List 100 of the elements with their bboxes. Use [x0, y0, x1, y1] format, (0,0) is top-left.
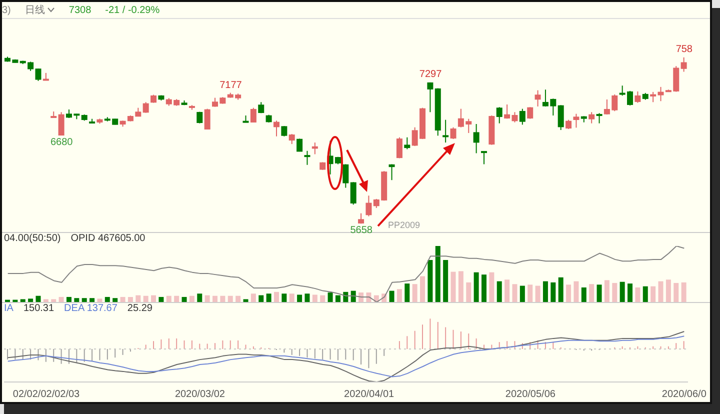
bar [335, 295, 340, 302]
bar [604, 280, 610, 302]
text: 25.29 [127, 303, 152, 314]
bar [58, 296, 64, 302]
candlestick [350, 182, 356, 206]
bar [535, 286, 540, 302]
x-tick-label: 2020/04/01 [344, 389, 395, 400]
bar [304, 294, 310, 302]
bar [104, 296, 110, 302]
bar [474, 272, 479, 302]
annotation: 7177 [218, 80, 243, 91]
bar [28, 298, 34, 302]
candlestick [304, 150, 310, 166]
candlestick [427, 82, 434, 113]
bar [258, 295, 264, 302]
bar [404, 284, 410, 302]
x-tick-label: 2020/05/06 [505, 389, 556, 400]
bar [250, 294, 256, 302]
bar [312, 294, 318, 302]
bar [466, 282, 472, 302]
bar [528, 284, 533, 302]
candlestick [527, 106, 534, 120]
candlestick [634, 90, 641, 104]
bar [674, 282, 679, 302]
candlestick [288, 134, 295, 145]
bar [612, 282, 618, 302]
candlestick [250, 107, 256, 123]
text: DEA 137.67 [64, 303, 118, 314]
annotation: 5658 [349, 224, 374, 236]
bar [481, 274, 486, 302]
bar [550, 282, 556, 302]
x-tick-label: 2020/06/0 [662, 389, 707, 400]
bar [289, 294, 294, 302]
bar [496, 281, 502, 302]
bar [542, 281, 548, 302]
bar [443, 260, 448, 302]
candlestick [388, 164, 395, 181]
bar [236, 296, 241, 302]
text: 04.00(50:50) [4, 233, 61, 244]
bar [420, 276, 426, 302]
annotation: PP2009 [388, 220, 420, 230]
bar [389, 290, 394, 302]
bar [136, 295, 141, 302]
bar [458, 271, 464, 302]
bar [681, 282, 686, 302]
bar [450, 272, 456, 302]
bar [566, 284, 572, 302]
text: 日线 [24, 4, 45, 17]
bar [228, 296, 233, 302]
bar [504, 280, 510, 302]
bar [628, 284, 633, 302]
bar [158, 296, 164, 302]
text: -21 / -0.29% [105, 4, 160, 16]
bar [182, 296, 187, 302]
bar [589, 284, 594, 302]
candlestick [496, 106, 502, 124]
bar [74, 298, 80, 302]
bar [328, 292, 333, 302]
bar [581, 287, 586, 302]
bar [82, 298, 87, 302]
candlestick [450, 126, 456, 140]
bar [320, 295, 326, 302]
candlestick [342, 164, 349, 188]
bar [266, 294, 272, 302]
bar [435, 246, 440, 302]
annotation: 758 [674, 44, 694, 56]
bar [43, 299, 48, 302]
text: 3) [2, 4, 11, 16]
bar [120, 296, 126, 302]
bar [90, 298, 95, 302]
bar [112, 298, 118, 302]
bar [642, 286, 648, 302]
bar [212, 296, 218, 302]
bar [396, 289, 402, 302]
bar [143, 296, 148, 302]
bar [558, 277, 564, 302]
candlestick [296, 138, 303, 152]
candlestick [281, 126, 288, 137]
candlestick [404, 136, 410, 150]
text: IA [4, 303, 14, 314]
bar [204, 295, 210, 302]
candlestick [396, 136, 402, 159]
x-tick-label: 2020/03/02 [174, 389, 226, 400]
bar [297, 294, 302, 302]
candlestick [442, 119, 449, 144]
bar [650, 286, 656, 302]
candlestick [680, 56, 687, 72]
annotation: 6680 [50, 136, 74, 148]
bar [66, 296, 72, 302]
bar [635, 287, 640, 302]
candlestick [366, 195, 372, 217]
x-tick-label: 02/02/02/02/03 [12, 389, 80, 400]
bar [620, 282, 625, 302]
bar [512, 284, 518, 302]
bar [520, 286, 525, 302]
bar [282, 294, 287, 302]
bar [97, 298, 102, 302]
bar [243, 299, 248, 302]
candlestick [596, 112, 602, 124]
candlestick [588, 112, 595, 124]
